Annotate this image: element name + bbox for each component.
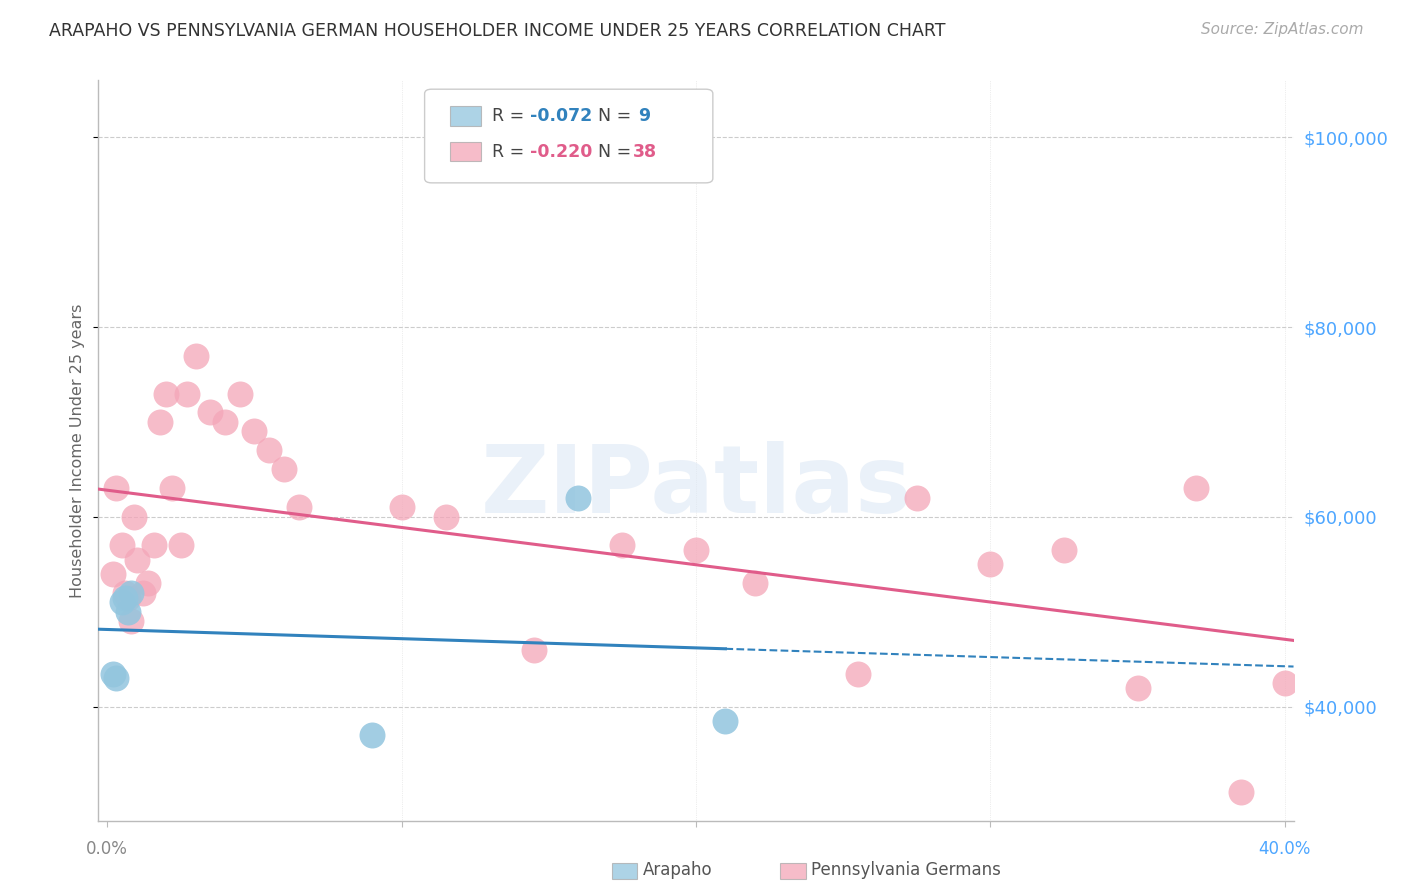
Point [744,576,766,591]
Text: ARAPAHO VS PENNSYLVANIA GERMAN HOUSEHOLDER INCOME UNDER 25 YEARS CORRELATION CHA: ARAPAHO VS PENNSYLVANIA GERMAN HOUSEHOLD… [49,22,946,40]
Point [1126,681,1149,695]
Text: 0.0%: 0.0% [86,839,128,857]
Text: N =: N = [598,107,637,125]
Point [117,605,139,619]
Point [1274,676,1296,690]
Point [228,386,250,401]
Point [434,509,457,524]
Point [114,591,136,605]
Text: 9: 9 [633,107,651,125]
Point [101,566,124,581]
Point [567,491,589,505]
Point [149,415,172,429]
Point [101,666,124,681]
Point [612,538,634,552]
Point [111,538,134,552]
Text: Arapaho: Arapaho [643,861,713,879]
Text: -0.220: -0.220 [530,143,592,161]
Point [122,509,145,524]
Text: N =: N = [598,143,637,161]
Point [105,671,128,685]
Y-axis label: Householder Income Under 25 years: Householder Income Under 25 years [70,303,86,598]
Point [105,482,128,496]
Point [1053,543,1076,558]
Point [979,558,1001,572]
Text: R =: R = [492,107,530,125]
Point [714,714,737,728]
Point [160,482,183,496]
Point [111,595,134,609]
Point [243,425,266,439]
Point [905,491,928,505]
Text: R =: R = [492,143,530,161]
Point [114,586,136,600]
Point [273,462,295,476]
Point [846,666,869,681]
Point [257,443,280,458]
Point [170,538,193,552]
Point [184,349,207,363]
Point [120,586,142,600]
Point [176,386,198,401]
Point [523,642,546,657]
Text: Pennsylvania Germans: Pennsylvania Germans [811,861,1001,879]
Point [200,405,222,419]
Point [120,615,142,629]
Point [138,576,160,591]
Point [214,415,236,429]
Point [1185,482,1208,496]
Point [117,591,139,605]
Point [155,386,177,401]
Text: Source: ZipAtlas.com: Source: ZipAtlas.com [1201,22,1364,37]
Text: 40.0%: 40.0% [1258,839,1310,857]
Point [131,586,153,600]
Point [143,538,166,552]
Point [125,552,148,566]
Point [361,728,384,742]
Point [1229,785,1251,799]
Text: 38: 38 [633,143,657,161]
Text: -0.072: -0.072 [530,107,592,125]
Point [685,543,707,558]
Point [287,500,309,515]
Text: ZIPatlas: ZIPatlas [481,442,911,533]
Point [391,500,413,515]
